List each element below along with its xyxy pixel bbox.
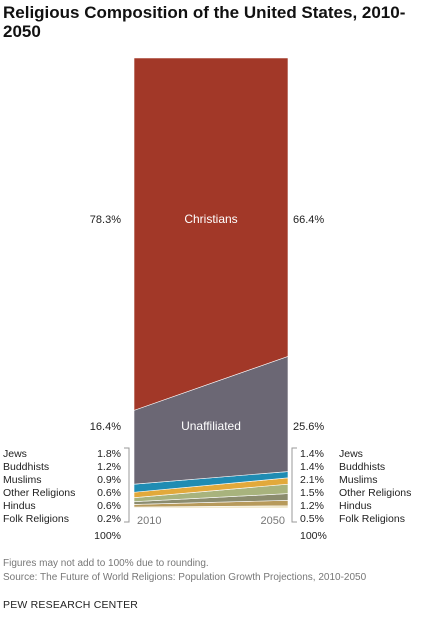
- right-value-christians: 66.4%: [293, 214, 324, 226]
- left-name-muslims: Muslims: [3, 474, 42, 486]
- x-label-2050: 2050: [261, 515, 285, 527]
- right-value-hindus: 1.2%: [300, 500, 324, 512]
- right-value-jews: 1.4%: [300, 448, 324, 460]
- right-bracket: [291, 447, 297, 523]
- area-label-unaffiliated: Unaffiliated: [181, 419, 241, 433]
- right-name-folk-religions: Folk Religions: [339, 513, 405, 525]
- left-name-hindus: Hindus: [3, 500, 36, 512]
- left-name-buddhists: Buddhists: [3, 461, 49, 473]
- area-christians: [133, 57, 289, 411]
- left-value-unaffiliated: 16.4%: [90, 421, 121, 433]
- rounding-note: Figures may not add to 100% due to round…: [3, 558, 209, 569]
- x-label-2010: 2010: [137, 515, 161, 527]
- right-name-muslims: Muslims: [339, 474, 378, 486]
- chart-title: Religious Composition of the United Stat…: [3, 3, 406, 41]
- source-note: Source: The Future of World Religions: P…: [3, 572, 367, 583]
- left-value-jews: 1.8%: [97, 448, 121, 460]
- right-name-buddhists: Buddhists: [339, 461, 385, 473]
- left-value-other-religions: 0.6%: [97, 487, 121, 499]
- left-name-folk-religions: Folk Religions: [3, 513, 69, 525]
- right-name-other-religions: Other Religions: [339, 487, 411, 499]
- right-value-folk-religions: 0.5%: [300, 513, 324, 525]
- left-bracket: [124, 447, 130, 523]
- left-value-buddhists: 1.2%: [97, 461, 121, 473]
- right-name-hindus: Hindus: [339, 500, 372, 512]
- brand-name: PEW RESEARCH CENTER: [3, 599, 139, 611]
- right-value-buddhists: 1.4%: [300, 461, 324, 473]
- area-label-christians: Christians: [184, 212, 237, 226]
- total-right: 100%: [300, 530, 327, 542]
- right-value-other-religions: 1.5%: [300, 487, 324, 499]
- total-left: 100%: [94, 530, 121, 542]
- left-value-christians: 78.3%: [90, 214, 121, 226]
- right-name-jews: Jews: [339, 448, 363, 460]
- left-value-muslims: 0.9%: [97, 474, 121, 486]
- right-value-muslims: 2.1%: [300, 474, 324, 486]
- left-name-jews: Jews: [3, 448, 27, 460]
- left-value-folk-religions: 0.2%: [97, 513, 121, 525]
- left-value-hindus: 0.6%: [97, 500, 121, 512]
- right-value-unaffiliated: 25.6%: [293, 421, 324, 433]
- left-name-other-religions: Other Religions: [3, 487, 75, 499]
